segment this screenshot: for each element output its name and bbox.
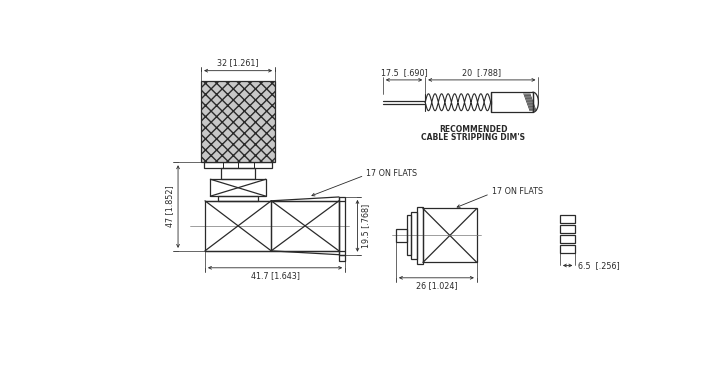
Bar bbox=[205, 201, 271, 251]
Bar bbox=[218, 196, 258, 201]
Text: 41.7 [1.643]: 41.7 [1.643] bbox=[251, 271, 300, 280]
Bar bbox=[201, 82, 275, 162]
Bar bbox=[560, 235, 575, 243]
Bar bbox=[411, 212, 417, 259]
Text: 32 [1.261]: 32 [1.261] bbox=[217, 58, 259, 67]
Text: 17 ON FLATS: 17 ON FLATS bbox=[366, 169, 417, 178]
Bar bbox=[271, 201, 339, 251]
Bar bbox=[407, 215, 411, 255]
Text: 20  [.788]: 20 [.788] bbox=[462, 69, 501, 78]
Text: RECOMMENDED: RECOMMENDED bbox=[439, 125, 508, 134]
Bar bbox=[560, 215, 575, 223]
Bar bbox=[423, 209, 477, 262]
Bar bbox=[417, 207, 423, 264]
Bar bbox=[490, 92, 533, 112]
Text: CABLE STRIPPING DIM'S: CABLE STRIPPING DIM'S bbox=[421, 133, 526, 142]
Bar bbox=[560, 245, 575, 253]
Bar bbox=[396, 229, 407, 242]
Bar bbox=[204, 162, 272, 168]
Text: 6.5  [.256]: 6.5 [.256] bbox=[577, 261, 619, 270]
Text: 47 [1.852]: 47 [1.852] bbox=[165, 186, 174, 227]
Bar bbox=[339, 255, 345, 261]
Text: 17 ON FLATS: 17 ON FLATS bbox=[492, 187, 544, 196]
Text: 17.5  [.690]: 17.5 [.690] bbox=[381, 69, 428, 78]
Bar bbox=[339, 197, 345, 255]
Text: 19.5 [.768]: 19.5 [.768] bbox=[361, 204, 370, 248]
Bar bbox=[210, 179, 266, 196]
Bar bbox=[560, 225, 575, 233]
Bar bbox=[221, 168, 255, 179]
Text: 26 [1.024]: 26 [1.024] bbox=[415, 281, 457, 290]
